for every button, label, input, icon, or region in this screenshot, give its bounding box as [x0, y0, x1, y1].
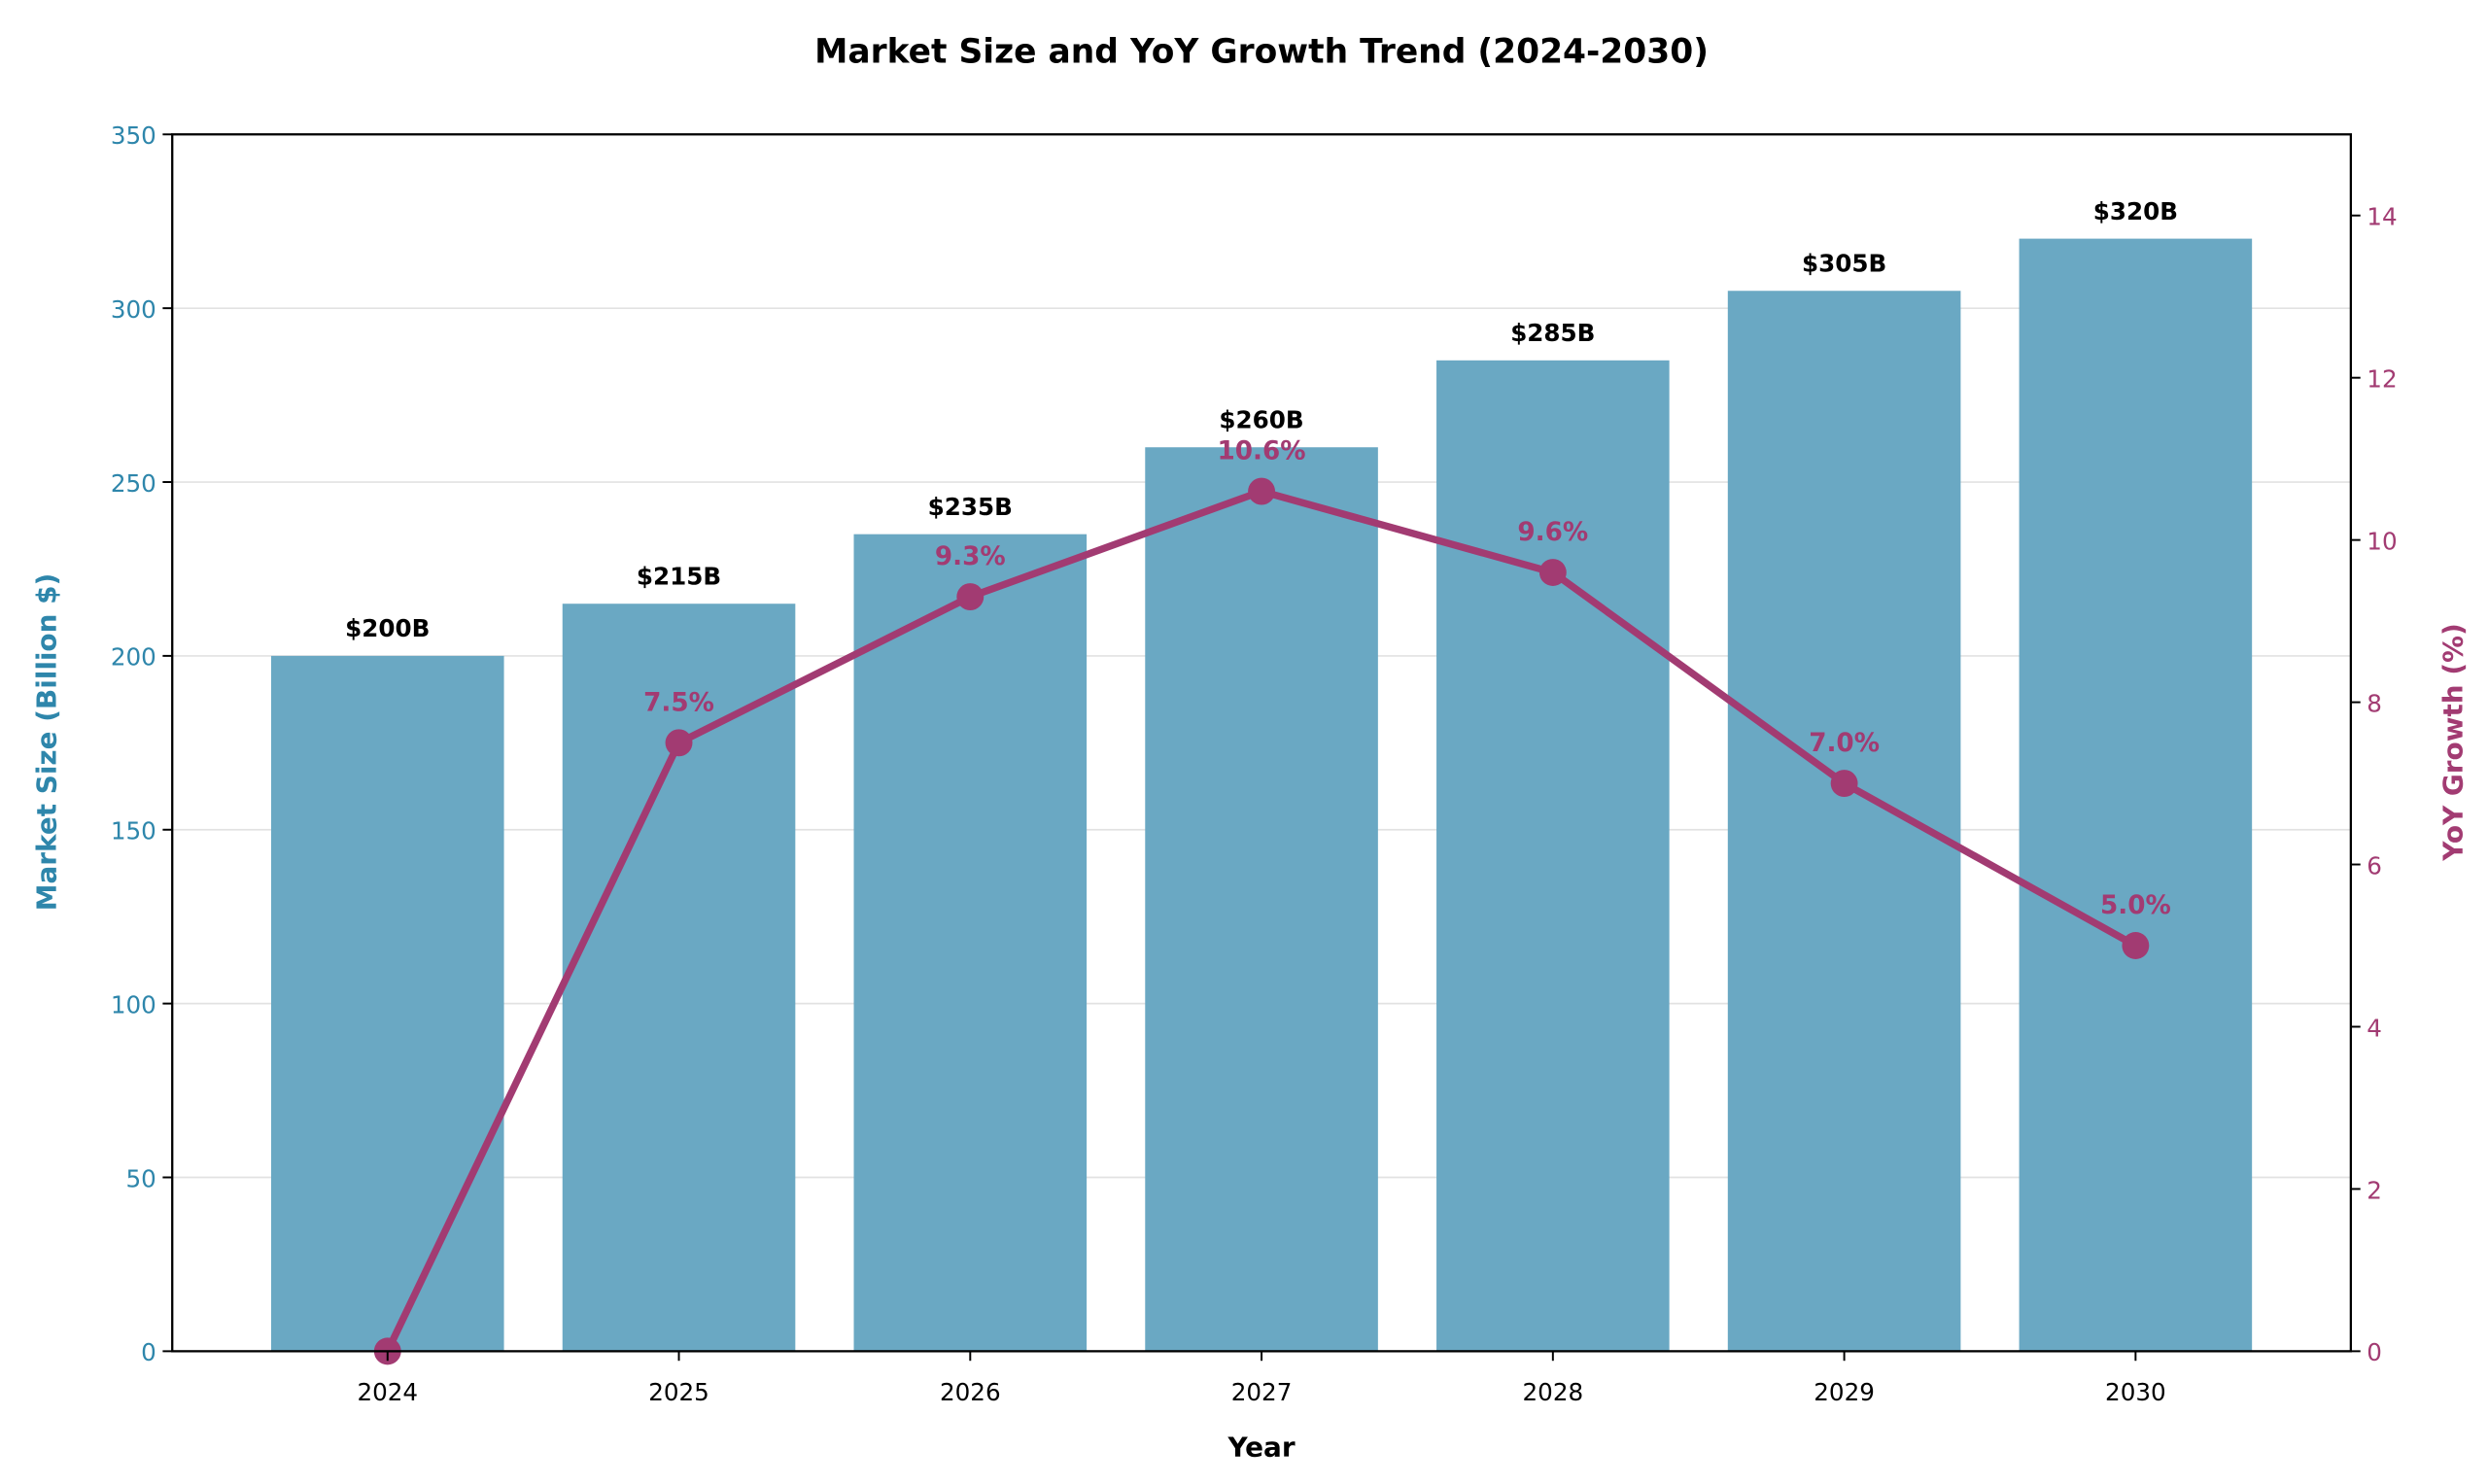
bar — [1436, 360, 1670, 1352]
y-right-tick-label: 0 — [2367, 1338, 2382, 1366]
growth-value-label: 9.3% — [935, 542, 1006, 571]
growth-point — [1248, 477, 1276, 505]
chart-title: Market Size and YoY Growth Trend (2024-2… — [814, 32, 1709, 71]
y-left-tick-label: 50 — [125, 1164, 156, 1192]
growth-value-label: 7.0% — [1809, 729, 1880, 758]
plot-frame — [171, 133, 2353, 1353]
growth-value-label: 7.5% — [643, 689, 714, 718]
y-right-tick-label: 4 — [2367, 1014, 2382, 1042]
bar — [1727, 291, 1961, 1352]
growth-point — [1538, 559, 1567, 586]
y-left-tick-label: 250 — [111, 469, 156, 498]
x-tick-label: 2025 — [648, 1378, 709, 1406]
x-tick-label: 2028 — [1523, 1378, 1584, 1406]
y-axis-left-label: Market Size (Billion $) — [30, 573, 62, 912]
bar — [270, 655, 504, 1352]
bar-value-label: $235B — [928, 493, 1013, 521]
y-left-tick-label: 200 — [111, 643, 156, 672]
y-axis-right-label: YoY Growth (%) — [2437, 623, 2470, 861]
bar-value-label: $215B — [637, 563, 721, 591]
bar — [853, 534, 1088, 1352]
x-axis-label: Year — [1227, 1432, 1296, 1464]
y-left-tick-label: 150 — [111, 817, 156, 846]
x-tick-label: 2027 — [1231, 1378, 1293, 1406]
y-right-tick-label: 2 — [2367, 1176, 2382, 1204]
growth-point — [665, 729, 693, 757]
growth-value-label: 5.0% — [2100, 891, 2171, 920]
bar-value-label: $260B — [1219, 406, 1303, 434]
x-tick-label: 2029 — [1814, 1378, 1875, 1406]
y-left-tick-label: 300 — [111, 295, 156, 324]
growth-point — [1830, 770, 1858, 798]
y-right-tick-label: 14 — [2367, 203, 2397, 231]
bar-value-label: $285B — [1510, 319, 1595, 347]
bar-value-label: $320B — [2093, 197, 2178, 225]
y-right-tick-label: 12 — [2367, 365, 2397, 394]
y-left-tick-label: 350 — [111, 121, 156, 150]
y-right-tick-label: 6 — [2367, 851, 2382, 880]
y-left-tick-label: 100 — [111, 990, 156, 1018]
growth-value-label: 10.6% — [1218, 437, 1306, 466]
bar — [1145, 447, 1378, 1352]
growth-point — [956, 583, 985, 611]
y-right-tick-label: 8 — [2367, 689, 2382, 717]
bar-value-label: $200B — [345, 614, 430, 642]
y-left-tick-label: 0 — [141, 1338, 156, 1366]
x-tick-label: 2030 — [2105, 1378, 2166, 1406]
bar — [2019, 238, 2253, 1352]
bar — [562, 604, 796, 1352]
y-right-tick-label: 10 — [2367, 527, 2397, 555]
bar-value-label: $305B — [1802, 250, 1886, 278]
growth-point — [2122, 932, 2150, 959]
x-tick-label: 2024 — [357, 1378, 418, 1406]
growth-value-label: 9.6% — [1517, 518, 1588, 547]
x-tick-label: 2026 — [940, 1378, 1001, 1406]
